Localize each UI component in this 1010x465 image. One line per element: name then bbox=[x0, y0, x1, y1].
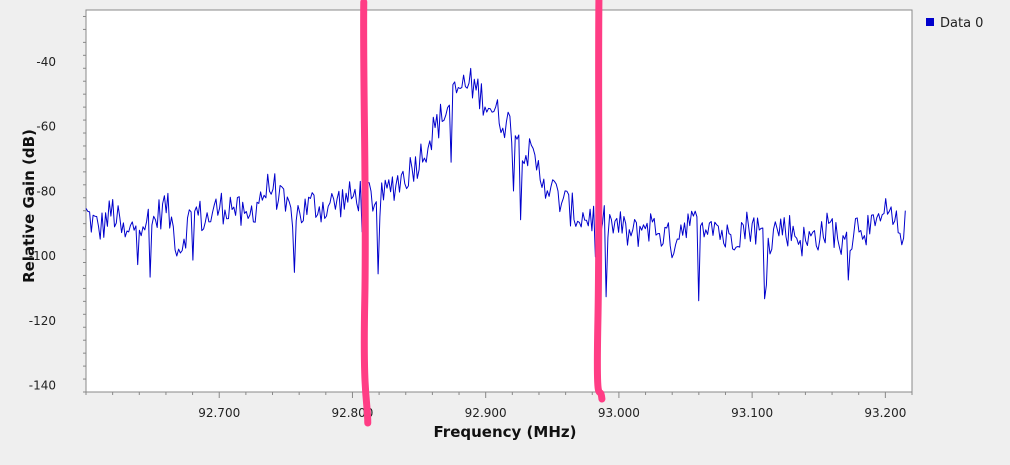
annotation-marker bbox=[360, 0, 372, 427]
x-tick-label: 92.800 bbox=[331, 406, 373, 420]
x-axis-title: Frequency (MHz) bbox=[434, 423, 577, 441]
x-axis: 92.700 92.800 92.900 93.000 93.100 93.200 bbox=[85, 392, 913, 420]
legend-swatch-data-0 bbox=[926, 18, 934, 26]
series-layer bbox=[85, 67, 906, 302]
x-tick-label: 93.000 bbox=[598, 406, 640, 420]
y-tick-label: -140 bbox=[29, 379, 56, 393]
x-tick-label: 92.700 bbox=[198, 406, 240, 420]
y-tick-label: -80 bbox=[36, 184, 56, 198]
y-axis-title: Relative Gain (dB) bbox=[20, 129, 38, 283]
y-tick-label: -100 bbox=[29, 249, 56, 263]
x-tick-label: 93.100 bbox=[731, 406, 773, 420]
y-axis: -40 -60 -80 -100 -120 -140 bbox=[29, 15, 86, 393]
x-tick-label: 92.900 bbox=[465, 406, 507, 420]
x-tick-label: 93.200 bbox=[864, 406, 906, 420]
plot-area bbox=[85, 9, 913, 393]
annotation-layer bbox=[360, 0, 606, 427]
legend[interactable]: Data 0 bbox=[926, 16, 983, 31]
y-tick-label: -60 bbox=[36, 120, 56, 134]
annotation-marker bbox=[593, 0, 606, 403]
series-line-data-0 bbox=[85, 67, 906, 302]
y-tick-label: -120 bbox=[29, 314, 56, 328]
y-tick-label: -40 bbox=[36, 55, 56, 69]
legend-label-data-0: Data 0 bbox=[940, 16, 983, 31]
